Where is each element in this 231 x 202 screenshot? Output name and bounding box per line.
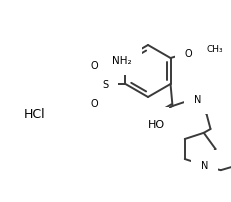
Text: CH₃: CH₃: [205, 44, 222, 53]
Text: HCl: HCl: [24, 108, 46, 121]
Text: N: N: [200, 160, 208, 170]
Text: O: O: [151, 117, 159, 127]
Text: N: N: [193, 95, 200, 104]
Text: NH₂: NH₂: [111, 56, 131, 66]
Text: S: S: [102, 80, 108, 89]
Text: HO: HO: [147, 119, 164, 129]
Text: O: O: [90, 99, 98, 108]
Text: O: O: [184, 49, 191, 59]
Text: O: O: [90, 61, 98, 71]
